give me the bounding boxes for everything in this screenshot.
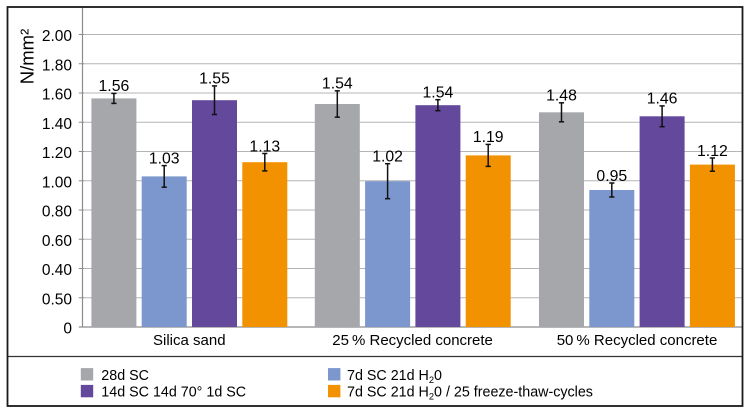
svg-text:1.48: 1.48 (546, 88, 577, 105)
svg-text:1.55: 1.55 (199, 71, 230, 88)
svg-text:1.20: 1.20 (42, 145, 73, 162)
svg-text:1.60: 1.60 (42, 87, 73, 104)
svg-text:0.50: 0.50 (42, 291, 73, 308)
svg-text:1.46: 1.46 (647, 91, 678, 108)
svg-text:14d SC 14d 70° 1d SC: 14d SC 14d 70° 1d SC (101, 385, 246, 401)
svg-text:2.00: 2.00 (42, 28, 73, 45)
svg-text:1.13: 1.13 (249, 138, 280, 155)
svg-text:7d SC 21d H20: 7d SC 21d H20 (347, 368, 442, 385)
svg-text:1.19: 1.19 (473, 129, 504, 146)
svg-text:0.80: 0.80 (42, 204, 73, 221)
svg-text:0: 0 (63, 321, 72, 338)
svg-text:25 % Recycled concrete: 25 % Recycled concrete (332, 332, 493, 349)
svg-text:50 % Recycled concrete: 50 % Recycled concrete (557, 332, 718, 349)
svg-text:7d SC 21d H20 / 25 freeze-thaw: 7d SC 21d H20 / 25 freeze-thaw-cycles (347, 385, 593, 402)
svg-text:1.54: 1.54 (423, 85, 454, 102)
svg-text:0.60: 0.60 (42, 233, 73, 250)
svg-text:1.54: 1.54 (322, 76, 353, 93)
svg-text:N/mm²: N/mm² (17, 29, 38, 84)
svg-text:1.40: 1.40 (42, 116, 73, 133)
svg-text:28d SC: 28d SC (101, 368, 149, 384)
svg-text:1.12: 1.12 (697, 143, 728, 160)
svg-text:1.00: 1.00 (42, 174, 73, 191)
svg-text:1.02: 1.02 (372, 149, 403, 166)
svg-text:Silica sand: Silica sand (153, 332, 226, 349)
svg-text:1.03: 1.03 (149, 150, 180, 167)
svg-text:1.80: 1.80 (42, 57, 73, 74)
svg-text:0.40: 0.40 (42, 262, 73, 279)
svg-text:1.56: 1.56 (99, 78, 130, 95)
svg-text:0.95: 0.95 (596, 168, 627, 185)
